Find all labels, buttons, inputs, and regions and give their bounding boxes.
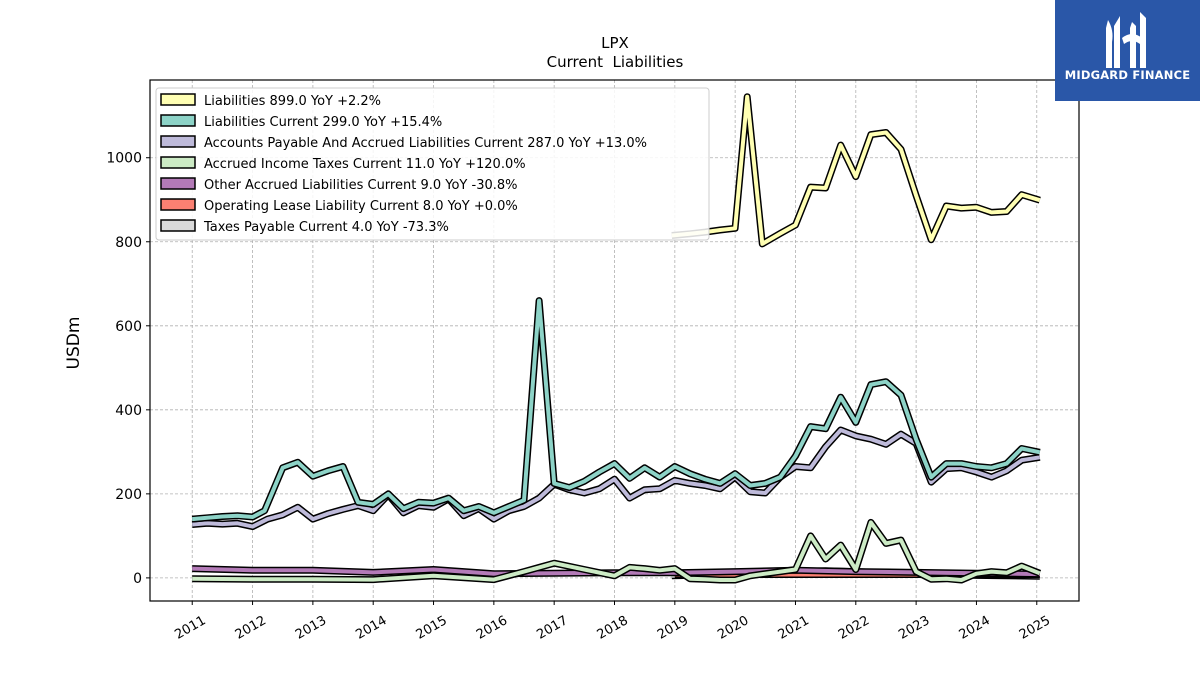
brand-logo-panel xyxy=(1055,0,1200,101)
x-tick-label: 2013 xyxy=(293,613,329,643)
brand-name: MIDGARD FINANCE xyxy=(1064,68,1191,82)
y-tick-label: 400 xyxy=(115,403,142,419)
legend-swatch xyxy=(160,177,196,190)
y-tick-label: 600 xyxy=(115,319,142,335)
y-tick-label: 800 xyxy=(115,235,142,251)
legend-swatch xyxy=(160,198,196,211)
legend-swatch xyxy=(160,93,196,106)
x-axis: 2011 2012 2013 2014 2015 2016 2017 2018 2019 2020… xyxy=(172,601,1053,643)
x-tick-label: 2015 xyxy=(414,613,450,643)
legend-swatch xyxy=(160,114,196,127)
x-tick-label: 2021 xyxy=(776,613,812,643)
y-axis-label: USDm xyxy=(64,317,84,370)
series-lines xyxy=(191,93,1042,584)
legend-entry: Accounts Payable And Accrued Liabilities… xyxy=(204,136,647,151)
series-line-accrued-income-taxes-current xyxy=(192,520,1041,582)
series-line-accounts-payable-and-accrued-liabilities-current xyxy=(192,428,1041,529)
x-tick-label: 2019 xyxy=(655,613,691,643)
y-axis: 0 200 400 600 800 1000 xyxy=(106,151,150,587)
x-tick-label: 2016 xyxy=(474,613,510,643)
x-tick-label: 2024 xyxy=(957,613,993,643)
x-tick-label: 2017 xyxy=(534,613,570,643)
legend-entry: Operating Lease Liability Current 8.0 Yo… xyxy=(204,199,518,214)
legend-entry: Other Accrued Liabilities Current 9.0 Yo… xyxy=(204,178,518,193)
x-tick-label: 2022 xyxy=(836,613,872,643)
legend-box xyxy=(155,87,710,241)
plot-frame xyxy=(149,79,1080,602)
x-tick-label: 2012 xyxy=(233,613,269,643)
y-tick-label: 1000 xyxy=(106,151,142,167)
series-line-liabilities xyxy=(671,94,1041,246)
y-tick-label: 200 xyxy=(115,487,142,503)
legend-swatch xyxy=(160,219,196,232)
chart-subtitle: Current Liabilities xyxy=(547,53,684,71)
legend: Liabilities 899.0 YoY +2.2% Liabilities C… xyxy=(155,87,710,241)
x-tick-label: 2018 xyxy=(595,613,631,643)
x-tick-label: 2025 xyxy=(1017,613,1053,643)
legend-entry: Liabilities 899.0 YoY +2.2% xyxy=(204,94,381,109)
legend-swatch xyxy=(160,135,196,148)
legend-entry: Taxes Payable Current 4.0 YoY -73.3% xyxy=(203,220,449,235)
x-tick-label: 2014 xyxy=(353,613,389,643)
legend-entry: Liabilities Current 299.0 YoY +15.4% xyxy=(204,115,442,130)
x-tick-label: 2020 xyxy=(715,613,751,643)
series-line-liabilities-current xyxy=(192,298,1041,522)
legend-entry: Accrued Income Taxes Current 11.0 YoY +1… xyxy=(204,157,526,172)
brand-logo-icon xyxy=(1106,12,1146,68)
x-tick-label: 2011 xyxy=(172,613,208,643)
x-tick-label: 2023 xyxy=(896,613,932,643)
legend-swatch xyxy=(160,156,196,169)
chart-title: LPX xyxy=(601,34,629,52)
y-tick-label: 0 xyxy=(133,571,142,587)
